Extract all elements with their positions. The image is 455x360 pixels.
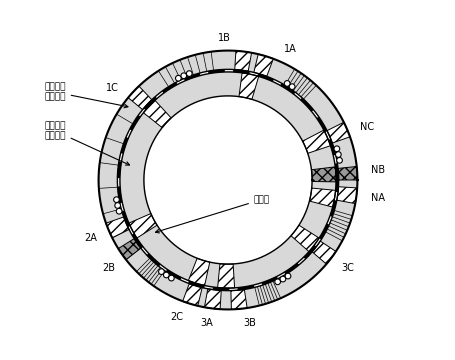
- Text: NA: NA: [370, 193, 384, 203]
- Polygon shape: [311, 167, 335, 182]
- Circle shape: [333, 146, 339, 152]
- Circle shape: [158, 269, 164, 274]
- Polygon shape: [217, 264, 234, 288]
- Circle shape: [279, 276, 285, 282]
- Polygon shape: [309, 188, 335, 207]
- Polygon shape: [98, 50, 357, 310]
- Polygon shape: [188, 258, 209, 285]
- Circle shape: [284, 273, 290, 279]
- Circle shape: [284, 81, 289, 86]
- Text: 3A: 3A: [200, 318, 212, 328]
- Circle shape: [175, 75, 181, 81]
- Circle shape: [113, 197, 119, 203]
- Polygon shape: [234, 51, 251, 71]
- Circle shape: [288, 84, 294, 90]
- Polygon shape: [143, 100, 171, 128]
- Polygon shape: [128, 86, 152, 109]
- Text: 2A: 2A: [84, 233, 96, 243]
- Circle shape: [115, 203, 120, 208]
- Polygon shape: [326, 122, 349, 143]
- Polygon shape: [336, 187, 356, 204]
- Text: 永磁体: 永磁体: [155, 195, 269, 233]
- Text: 1B: 1B: [217, 33, 230, 42]
- Circle shape: [181, 73, 186, 78]
- Text: 1A: 1A: [283, 44, 296, 54]
- Polygon shape: [253, 54, 273, 76]
- Circle shape: [163, 272, 169, 278]
- Polygon shape: [120, 72, 335, 288]
- Polygon shape: [238, 73, 258, 99]
- Text: 永磁电机
转子部分: 永磁电机 转子部分: [44, 121, 129, 165]
- Circle shape: [144, 96, 311, 264]
- Text: 3B: 3B: [243, 318, 255, 328]
- Text: 3C: 3C: [340, 264, 354, 274]
- Circle shape: [336, 157, 342, 163]
- Text: 永磁电机
定子部分: 永磁电机 定子部分: [44, 82, 128, 108]
- Text: 1C: 1C: [106, 84, 119, 94]
- Polygon shape: [106, 217, 129, 238]
- Circle shape: [335, 152, 340, 157]
- Polygon shape: [337, 166, 357, 180]
- Polygon shape: [312, 241, 335, 264]
- Text: 2B: 2B: [101, 264, 115, 274]
- Circle shape: [274, 279, 280, 285]
- Polygon shape: [204, 289, 221, 309]
- Polygon shape: [118, 239, 141, 260]
- Circle shape: [186, 71, 192, 76]
- Text: NC: NC: [359, 122, 373, 132]
- Circle shape: [116, 208, 122, 214]
- Polygon shape: [290, 225, 318, 252]
- Polygon shape: [129, 213, 157, 238]
- Text: 2C: 2C: [170, 312, 183, 321]
- Polygon shape: [182, 284, 202, 306]
- Polygon shape: [230, 289, 247, 309]
- Circle shape: [168, 275, 174, 281]
- Text: NB: NB: [370, 165, 384, 175]
- Polygon shape: [302, 130, 330, 153]
